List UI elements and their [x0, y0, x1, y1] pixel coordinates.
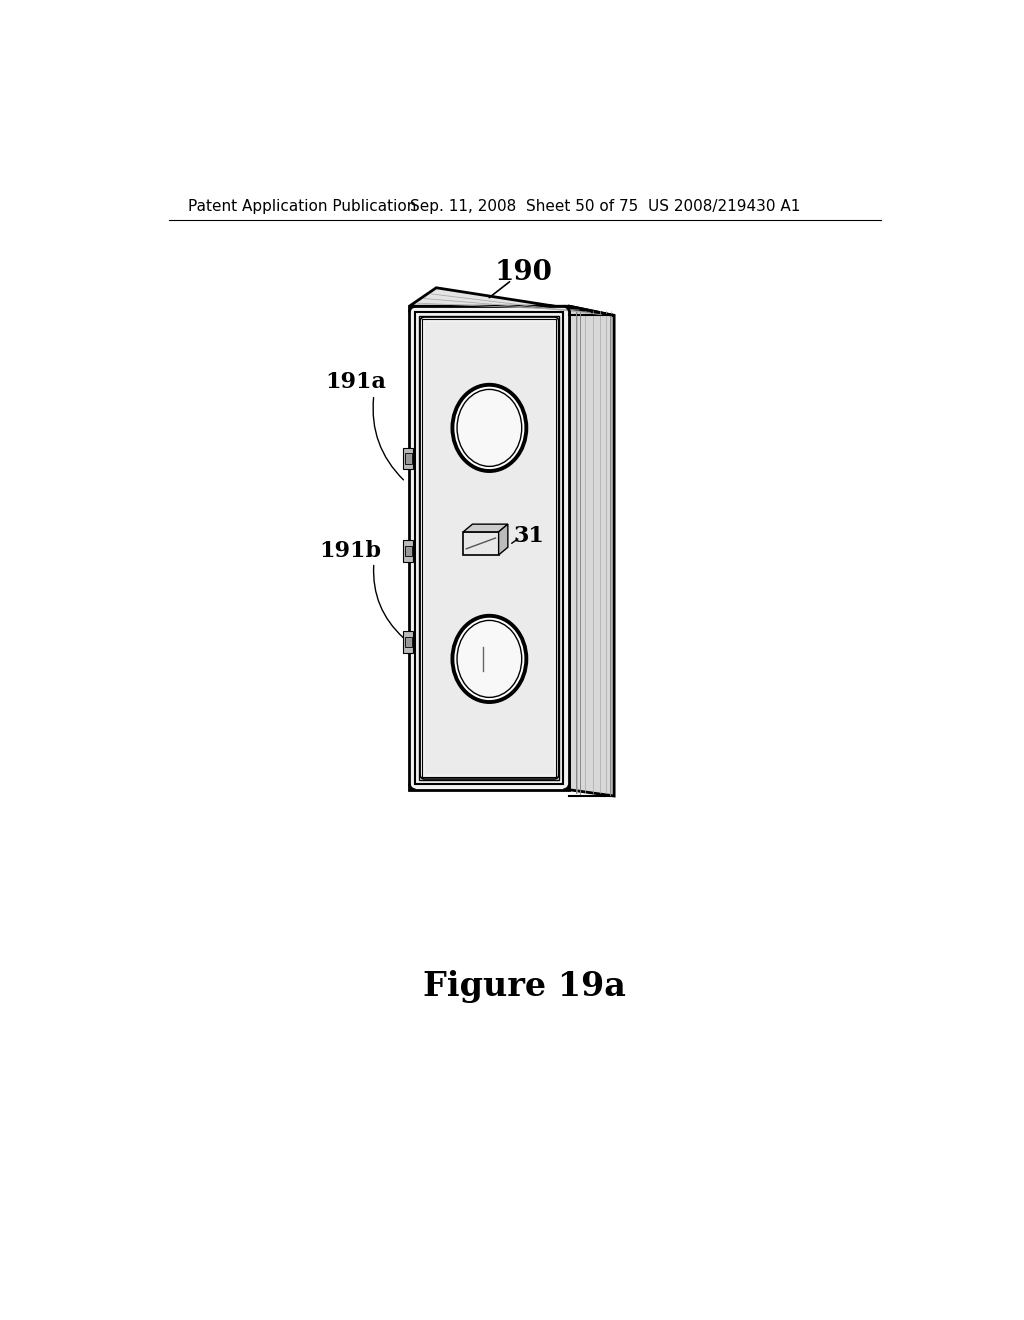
Polygon shape [404, 453, 412, 465]
Polygon shape [569, 306, 614, 796]
Polygon shape [410, 306, 569, 789]
FancyArrowPatch shape [374, 565, 403, 638]
Text: 191a: 191a [326, 371, 387, 393]
Polygon shape [403, 540, 413, 562]
Text: Patent Application Publication: Patent Application Publication [188, 198, 417, 214]
Text: US 2008/219430 A1: US 2008/219430 A1 [648, 198, 801, 214]
Text: 31: 31 [513, 525, 544, 546]
Polygon shape [425, 322, 554, 775]
Ellipse shape [457, 389, 521, 466]
Polygon shape [404, 545, 412, 557]
Polygon shape [403, 631, 413, 653]
Polygon shape [463, 524, 508, 532]
Text: 190: 190 [495, 259, 552, 286]
Ellipse shape [457, 620, 521, 697]
Polygon shape [410, 288, 614, 315]
Polygon shape [403, 447, 413, 470]
Text: Figure 19a: Figure 19a [423, 970, 627, 1003]
Polygon shape [499, 524, 508, 554]
Polygon shape [404, 636, 412, 647]
Ellipse shape [453, 615, 526, 702]
Polygon shape [463, 532, 499, 554]
Text: 191b: 191b [319, 540, 382, 562]
Text: Sep. 11, 2008  Sheet 50 of 75: Sep. 11, 2008 Sheet 50 of 75 [410, 198, 638, 214]
FancyArrowPatch shape [373, 397, 403, 480]
Ellipse shape [453, 385, 526, 471]
